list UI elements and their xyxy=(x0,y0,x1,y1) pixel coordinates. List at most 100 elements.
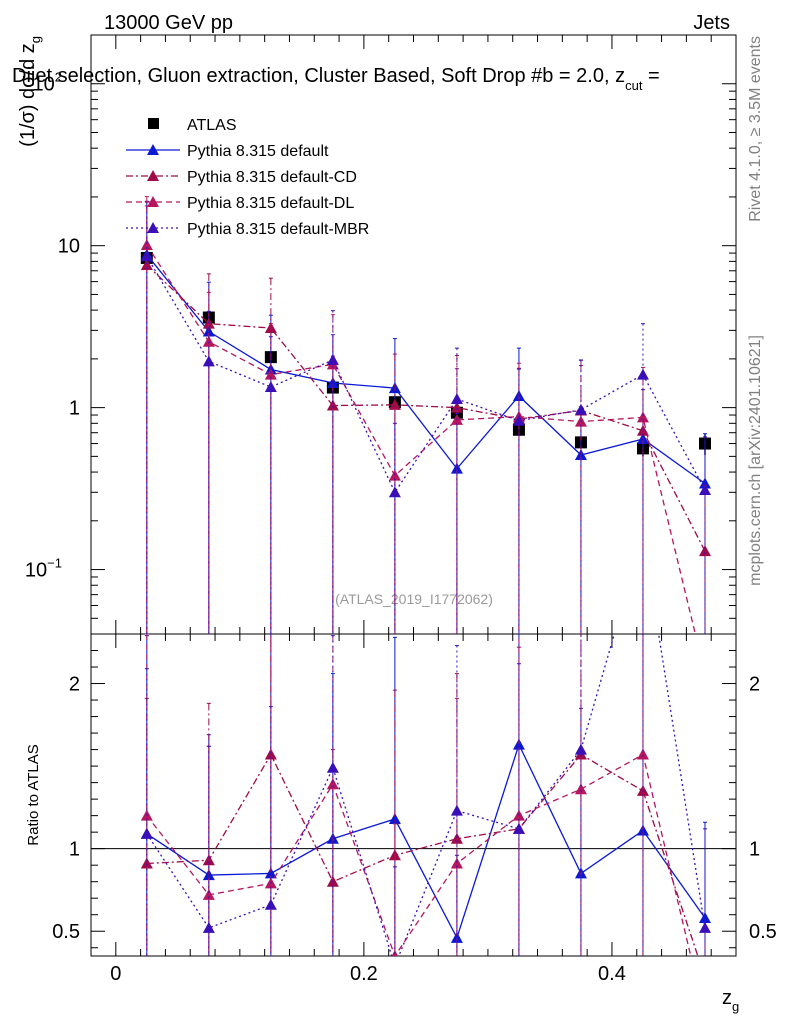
pythia-8-315-default-mbr-point xyxy=(388,486,401,498)
pythia-8-315-default-mbr-ratio-point xyxy=(202,921,215,933)
pythia-8-315-default-point xyxy=(202,325,215,337)
pythia-8-315-default-mbr-ratio-point xyxy=(389,960,401,971)
pythia-8-315-default-cd-ratio xyxy=(140,634,711,982)
pythia-8-315-default-mbr-ratio-point xyxy=(140,827,153,839)
plot-title-tail: = xyxy=(642,65,659,87)
pythia-8-315-default-dl-ratio-point xyxy=(636,748,649,760)
main-ylabel-text: (1/σ) dσ/d z xyxy=(17,43,39,147)
pythia-8-315-default-mbr-point xyxy=(450,393,463,405)
x-axis-label: zg xyxy=(722,987,739,1014)
plot-title: Dijet selection, Gluon extraction, Clust… xyxy=(12,65,660,93)
ratio-tick-label: 1 xyxy=(69,839,80,861)
legend-label-pythia-8-315-default-dl: Pythia 8.315 default-DL xyxy=(187,195,354,212)
ratio-tick-label-right: 2 xyxy=(749,674,760,696)
pythia-8-315-default-dl-point xyxy=(140,238,153,250)
pythia-8-315-default-mbr-ratio-line xyxy=(146,634,706,956)
pythia-8-315-default-mbr-ratio xyxy=(140,634,711,971)
pythia-8-315-default-dl-main xyxy=(140,196,696,634)
pythia-8-315-default-dl-ratio-point xyxy=(326,778,339,790)
ratio-panel-data xyxy=(140,634,711,982)
y-tick-label: 1 xyxy=(69,398,80,420)
ratio-ylabel: Ratio to ATLAS xyxy=(25,744,42,845)
x-axis-label-sub: g xyxy=(732,999,739,1014)
ratio-tick-label-right: 0.5 xyxy=(749,921,777,943)
pythia-8-315-default-mbr-ratio-point xyxy=(512,822,525,834)
pythia-8-315-default-mbr-ratio-point xyxy=(450,804,463,816)
pythia-8-315-default-mbr-main xyxy=(140,201,711,634)
energy-label: 13000 GeV pp xyxy=(104,12,233,34)
legend-marker-pythia-8-315-default-cd xyxy=(147,170,159,181)
legend-label-pythia-8-315-default-cd: Pythia 8.315 default-CD xyxy=(187,169,357,186)
pythia-8-315-default-dl-line xyxy=(146,244,696,634)
main-ylabel: (1/σ) dσ/d zg xyxy=(17,36,43,147)
pythia-8-315-default-cd-point xyxy=(388,398,401,410)
pythia-8-315-default-cd-point xyxy=(698,545,711,557)
plot-title-main: Dijet selection, Gluon extraction, Clust… xyxy=(12,65,625,87)
pythia-8-315-default-dl-ratio-line xyxy=(146,753,692,956)
pythia-8-315-default-dl-point xyxy=(264,368,277,380)
legend-label-pythia-8-315-default-mbr: Pythia 8.315 default-MBR xyxy=(187,221,369,238)
analysis-watermark: (ATLAS_2019_I1772062) xyxy=(335,591,493,607)
ratio-tick-label-right: 1 xyxy=(749,839,760,861)
pythia-8-315-default-mbr-point xyxy=(140,250,153,262)
legend-marker-pythia-8-315-default-mbr xyxy=(147,222,159,233)
legend: ATLAS Pythia 8.315 default Pythia 8.315 de… xyxy=(126,117,369,238)
pythia-8-315-default-cd-point xyxy=(450,401,463,413)
x-axis-label-text: z xyxy=(722,987,732,1009)
pythia-8-315-default-mbr-point xyxy=(636,368,649,380)
pythia-8-315-default-mbr-point xyxy=(574,403,587,415)
legend-label-pythia-8-315-default: Pythia 8.315 default xyxy=(187,143,329,160)
y-tick-label: 10 xyxy=(58,236,80,258)
pythia-8-315-default-cd-main xyxy=(140,205,711,634)
axes-layer: 0 0.2 0.4 10−1 1 10 102 0.5 0.5 1 1 2 2 xyxy=(25,34,777,985)
pythia-8-315-default-mbr-ratio-point xyxy=(264,898,277,910)
pythia-8-315-default-cd-ratio-point xyxy=(140,857,153,869)
pythia-8-315-default-mbr-ratio-point xyxy=(574,743,587,755)
generator-info: Rivet 4.1.0, ≥ 3.5M events xyxy=(747,36,764,222)
legend-label-atlas: ATLAS xyxy=(187,117,237,134)
process-label: Jets xyxy=(693,12,730,34)
data-layer xyxy=(140,196,711,982)
plot-title-sub: cut xyxy=(625,78,643,93)
pythia-8-315-default-cd-ratio-point xyxy=(450,832,463,844)
legend-marker-pythia-8-315-default-dl xyxy=(147,196,159,207)
pythia-8-315-default-ratio-point xyxy=(698,912,711,924)
pythia-8-315-default-cd-ratio-point xyxy=(699,971,711,982)
pythia-8-315-default-mbr-line xyxy=(146,255,706,494)
pythia-8-315-default-dl-ratio-point xyxy=(450,857,463,869)
x-tick-label: 0.2 xyxy=(350,963,378,985)
main-ylabel-sub: g xyxy=(28,36,43,43)
y-tick-label: 102 xyxy=(33,70,62,96)
pythia-8-315-default-mbr-point xyxy=(698,483,711,495)
pythia-8-315-default-mbr-point xyxy=(512,414,525,426)
legend-marker-pythia-8-315-default xyxy=(147,144,159,155)
pythia-8-315-default-mbr-point xyxy=(264,381,277,393)
pythia-8-315-default-ratio-point xyxy=(388,812,401,824)
main-panel-data xyxy=(140,196,711,634)
pythia-8-315-default-main xyxy=(140,200,711,634)
pythia-8-315-default-mbr-ratio-point xyxy=(326,761,339,773)
pythia-8-315-default-ratio-line xyxy=(146,742,706,940)
source-info: mcplots.cern.ch [arXiv:2401.10621] xyxy=(747,335,764,586)
x-tick-label: 0.4 xyxy=(598,963,626,985)
pythia-8-315-default-dl-point xyxy=(202,335,215,347)
pythia-8-315-default-dl-ratio-point xyxy=(202,888,215,900)
pythia-8-315-default-mbr-ratio-point xyxy=(698,921,711,933)
legend-marker-atlas xyxy=(148,118,159,129)
ratio-tick-label: 2 xyxy=(69,674,80,696)
pythia-8-315-default-cd-ratio-line xyxy=(146,753,699,956)
pythia-8-315-default-dl-ratio-point xyxy=(574,783,587,795)
pythia-8-315-default-line xyxy=(146,254,706,485)
pythia-8-315-default-point xyxy=(450,462,463,474)
pythia-8-315-default-dl-point xyxy=(636,411,649,423)
pythia-8-315-default-cd-point xyxy=(140,258,153,270)
y-tick-label: 10−1 xyxy=(25,556,62,582)
x-tick-label: 0 xyxy=(110,963,121,985)
pythia-8-315-default-cd-ratio-point xyxy=(264,748,277,760)
pythia-8-315-default-dl-ratio xyxy=(140,634,692,956)
pythia-8-315-default-mbr-point xyxy=(326,353,339,365)
pythia-8-315-default-mbr-point xyxy=(202,355,215,367)
pythia-8-315-default-cd-line xyxy=(146,264,706,552)
ratio-tick-label: 0.5 xyxy=(52,921,80,943)
